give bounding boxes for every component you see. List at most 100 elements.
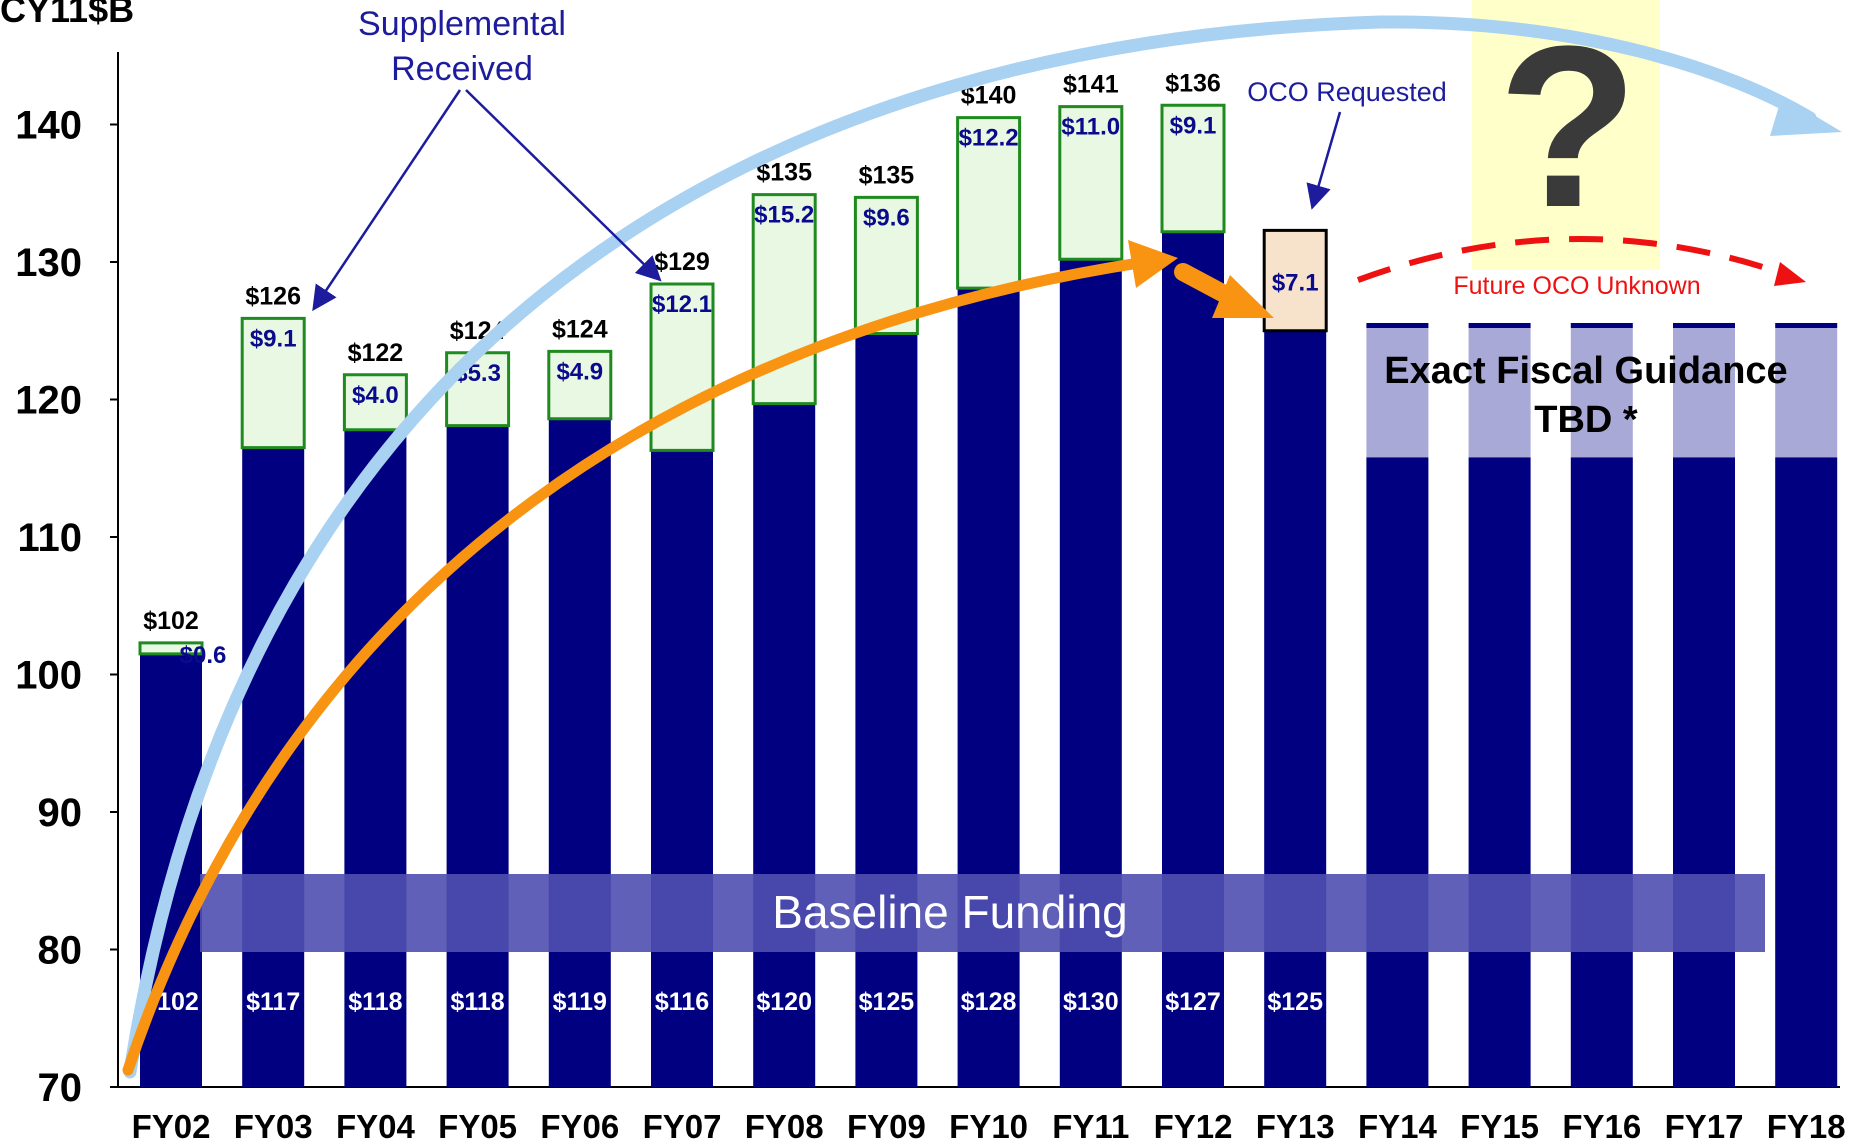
x-tick-label: FY15 [1460, 1108, 1539, 1144]
supplemental-value-label: $9.1 [1170, 112, 1217, 139]
supplemental-value-label: $12.1 [652, 291, 712, 318]
oco-requested-label: OCO Requested [1247, 77, 1447, 107]
y-tick-label: 90 [38, 791, 83, 835]
bar-base [1673, 457, 1735, 1087]
bar-base [1468, 457, 1531, 1087]
supplemental-value-label: $11.0 [1061, 114, 1120, 141]
base-value-label: $118 [348, 988, 402, 1016]
x-tick-label: FY08 [745, 1108, 824, 1144]
y-tick-label: 100 [15, 654, 82, 698]
x-tick-label: FY02 [132, 1108, 211, 1144]
bar-supplemental [342, 373, 408, 432]
future-oco-label: Future OCO Unknown [1453, 272, 1700, 300]
x-tick-label: FY06 [540, 1108, 619, 1144]
bar-base [548, 418, 611, 1087]
bar-base [957, 288, 1020, 1087]
y-tick-label: 80 [38, 929, 83, 973]
bar-guidance-tbd [1366, 328, 1429, 458]
orange-arrow-head [1212, 275, 1274, 318]
bar-supplemental [240, 316, 306, 450]
bar-base [651, 450, 713, 1087]
base-value-label: $130 [1063, 988, 1119, 1016]
supplemental-value-label: $9.1 [250, 325, 297, 352]
supplemental-value-label: $15.2 [754, 202, 814, 229]
guidance-label-line2: TBD * [1534, 399, 1638, 441]
x-tick-label: FY09 [847, 1108, 926, 1144]
x-tick-label: FY18 [1767, 1108, 1846, 1144]
baseline-funding-label: Baseline Funding [772, 886, 1127, 938]
bar-base [1264, 330, 1327, 1087]
supplemental-value-label: $9.6 [863, 204, 910, 231]
bar-oco-requested [1262, 228, 1328, 333]
x-tick-label: FY16 [1562, 1108, 1641, 1144]
base-value-label: $120 [756, 988, 812, 1016]
supplemental-label-line1: Supplemental [358, 5, 566, 43]
blue-trend-arrowhead [1770, 96, 1842, 136]
x-tick-label: FY14 [1358, 1108, 1438, 1144]
bar-base [344, 429, 407, 1087]
bar-base [753, 403, 816, 1087]
supplemental-arrow-right [465, 89, 662, 282]
bar-guidance-cap [1468, 323, 1531, 328]
total-value-label: $136 [1165, 69, 1221, 97]
x-tick-label: FY05 [438, 1108, 517, 1144]
bar-supplemental [1058, 105, 1124, 261]
x-tick-label: FY11 [1052, 1108, 1129, 1144]
x-tick-label: FY12 [1154, 1108, 1233, 1144]
x-tick-label: FY07 [643, 1108, 722, 1144]
orange-trend-arc [122, 256, 1151, 1076]
bar-guidance-tbd [1570, 328, 1633, 458]
blue-trend-arc [123, 15, 1817, 1079]
total-value-label: $141 [1063, 71, 1119, 99]
bar-supplemental [1160, 103, 1226, 234]
bar-labels: $102$0.6$102$117$9.1$126$118$4.0$122$118… [143, 69, 1323, 1016]
oco-requested-arrow [1306, 111, 1342, 210]
bar-base [1570, 457, 1633, 1087]
question-mark: ? [1498, 0, 1639, 255]
bar-guidance-tbd [1673, 328, 1735, 458]
total-value-label: $126 [245, 282, 301, 310]
total-value-label: $129 [654, 248, 710, 276]
x-tick-label: FY13 [1256, 1108, 1335, 1144]
y-tick-label: 120 [15, 379, 82, 423]
future-oco-dashed-arc [1356, 236, 1791, 283]
base-value-label: $127 [1165, 988, 1221, 1016]
supplemental-arrow-left [312, 89, 462, 312]
x-tick-label: FY03 [234, 1108, 313, 1144]
bar-base [855, 333, 918, 1087]
y-axis-ticks: 70 80 90 100 110 120 130 140 [15, 104, 118, 1110]
total-value-label: $122 [348, 339, 404, 367]
x-tick-label: FY10 [949, 1108, 1028, 1144]
base-value-label: $125 [1267, 988, 1323, 1016]
supplemental-value-label: $4.9 [556, 358, 603, 385]
bar-base [1162, 231, 1224, 1087]
total-value-label: $135 [859, 161, 915, 189]
bar-base [446, 425, 509, 1087]
base-value-label: $125 [859, 988, 915, 1016]
total-value-label: $124 [552, 315, 608, 343]
supplemental-value-label: $12.2 [959, 125, 1019, 152]
base-value-label: $116 [655, 988, 709, 1016]
x-tick-label: FY04 [336, 1108, 416, 1144]
supplemental-value-label: $0.6 [180, 642, 227, 669]
bar-guidance-cap [1366, 323, 1429, 328]
y-tick-label: 140 [15, 104, 82, 148]
guidance-label-line1: Exact Fiscal Guidance [1384, 350, 1787, 392]
y-tick-label: 110 [17, 516, 82, 560]
base-value-label: $119 [553, 988, 607, 1016]
bar-supplemental [547, 349, 613, 421]
x-tick-label: FY17 [1665, 1108, 1744, 1144]
y-tick-label: 130 [15, 241, 82, 285]
supplemental-label-line2: Received [391, 50, 533, 88]
supplemental-value-label: $4.0 [352, 382, 399, 409]
y-axis-unit-label: CY11$B [0, 0, 134, 30]
bar-supplemental [956, 116, 1022, 290]
total-value-label: $102 [143, 607, 199, 635]
oco-value-label: $7.1 [1272, 269, 1319, 296]
bar-guidance-cap [1673, 323, 1735, 328]
orange-trend-arrowhead [1128, 240, 1178, 288]
bar-base [1775, 457, 1838, 1087]
future-oco-arrowhead [1774, 262, 1806, 286]
bar-base [1059, 259, 1122, 1087]
